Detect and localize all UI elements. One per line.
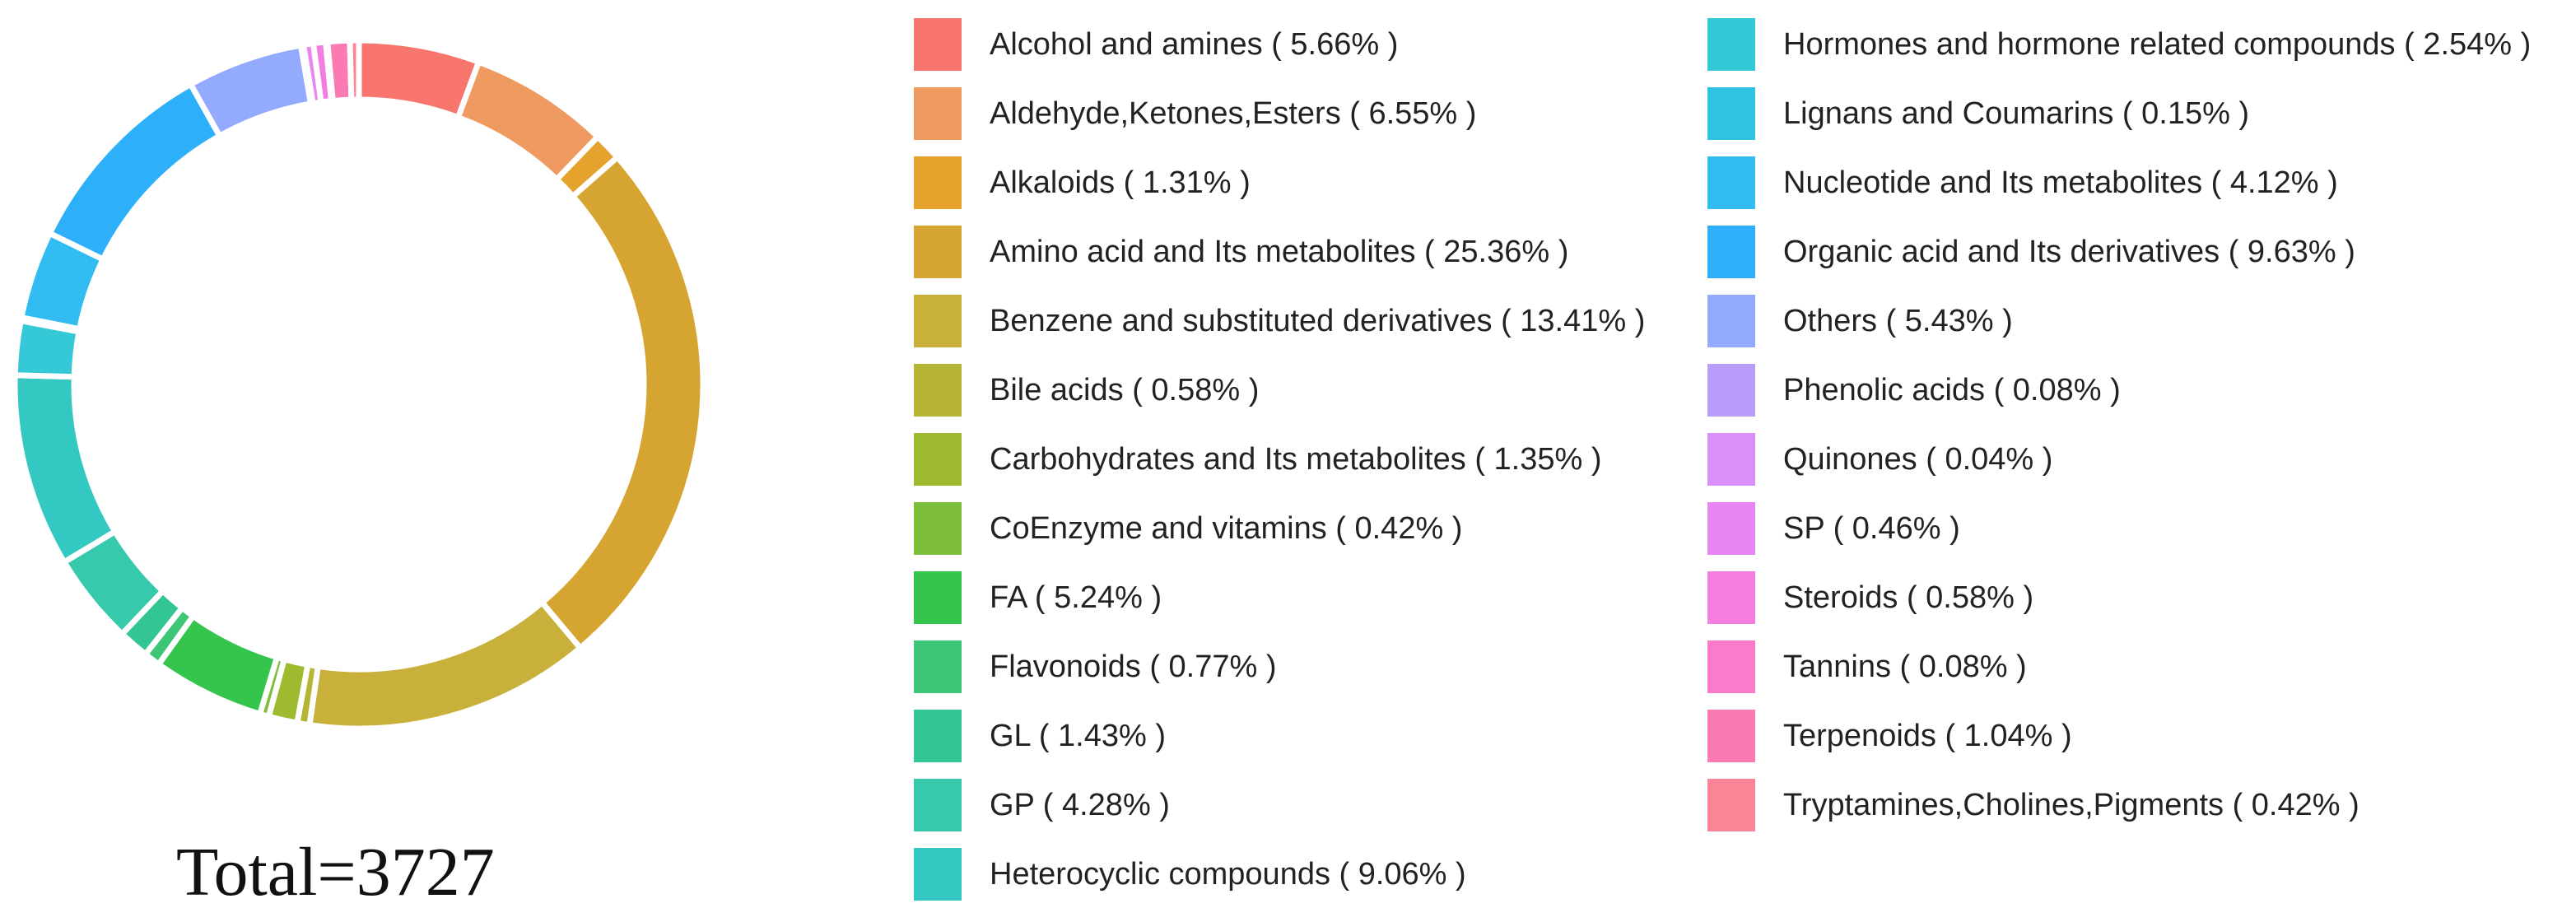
legend-item: Heterocyclic compounds ( 9.06% ) [914,848,1466,901]
legend-item: Quinones ( 0.04% ) [1707,433,2052,486]
legend-swatch [914,779,962,831]
legend-item: Others ( 5.43% ) [1707,295,2013,347]
legend-item: SP ( 0.46% ) [1707,502,1960,555]
legend-swatch [914,710,962,762]
legend-label: Nucleotide and Its metabolites ( 4.12% ) [1783,165,2338,200]
donut-chart [12,37,706,732]
legend-swatch [914,433,962,486]
legend-swatch [914,364,962,417]
total-label: Total=3727 [176,834,495,910]
legend-swatch [1707,779,1755,831]
legend-swatch [1707,226,1755,278]
legend-label: GL ( 1.43% ) [990,718,1167,753]
legend-item: Bile acids ( 0.58% ) [914,364,1259,417]
legend-swatch [1707,18,1755,71]
legend-label: Quinones ( 0.04% ) [1783,441,2053,477]
legend-item: Alkaloids ( 1.31% ) [914,156,1251,209]
legend-swatch [1707,571,1755,624]
legend-label: Phenolic acids ( 0.08% ) [1783,372,2121,407]
legend-item: Flavonoids ( 0.77% ) [914,640,1277,693]
legend-label: Benzene and substituted derivatives ( 13… [990,303,1646,338]
legend-label: GP ( 4.28% ) [990,787,1170,822]
legend-item: Hormones and hormone related compounds (… [1707,18,2531,71]
legend-label: Tryptamines,Cholines,Pigments ( 0.42% ) [1783,787,2359,822]
legend-swatch [914,295,962,347]
legend-item: FA ( 5.24% ) [914,571,1162,624]
legend-item: Steroids ( 0.58% ) [1707,571,2033,624]
legend-swatch [1707,295,1755,347]
legend-swatch [1707,502,1755,555]
legend-label: Hormones and hormone related compounds (… [1783,26,2532,62]
legend-label: Aldehyde,Ketones,Esters ( 6.55% ) [990,95,1477,131]
legend-item: Aldehyde,Ketones,Esters ( 6.55% ) [914,87,1476,140]
legend-item: Alcohol and amines ( 5.66% ) [914,18,1398,71]
legend-label: Alcohol and amines ( 5.66% ) [990,26,1399,62]
legend-swatch [1707,433,1755,486]
legend-item: Nucleotide and Its metabolites ( 4.12% ) [1707,156,2338,209]
legend-item: GP ( 4.28% ) [914,779,1170,831]
legend-label: Flavonoids ( 0.77% ) [990,649,1277,684]
legend-label: CoEnzyme and vitamins ( 0.42% ) [990,510,1463,546]
legend-swatch [1707,710,1755,762]
legend-swatch [1707,156,1755,209]
legend-label: Heterocyclic compounds ( 9.06% ) [990,856,1466,892]
legend-item: Amino acid and Its metabolites ( 25.36% … [914,226,1568,278]
legend-swatch [914,18,962,71]
donut-slice-25 [347,37,362,103]
legend-swatch [1707,87,1755,140]
legend-label: FA ( 5.24% ) [990,580,1162,615]
legend-swatch [914,848,962,901]
legend-swatch [914,502,962,555]
legend-item: Tryptamines,Cholines,Pigments ( 0.42% ) [1707,779,2359,831]
legend-swatch [914,640,962,693]
legend-item: Organic acid and Its derivatives ( 9.63%… [1707,226,2355,278]
legend-item: Benzene and substituted derivatives ( 13… [914,295,1645,347]
legend-swatch [1707,640,1755,693]
legend-label: SP ( 0.46% ) [1783,510,1960,546]
legend-swatch [914,571,962,624]
legend-label: Amino acid and Its metabolites ( 25.36% … [990,234,1569,269]
legend-item: Tannins ( 0.08% ) [1707,640,2027,693]
legend-label: Others ( 5.43% ) [1783,303,2013,338]
legend-label: Tannins ( 0.08% ) [1783,649,2027,684]
legend-label: Terpenoids ( 1.04% ) [1783,718,2072,753]
legend-swatch [914,87,962,140]
legend-label: Steroids ( 0.58% ) [1783,580,2034,615]
legend-swatch [1707,364,1755,417]
legend-item: GL ( 1.43% ) [914,710,1166,762]
legend-item: Phenolic acids ( 0.08% ) [1707,364,2121,417]
legend-label: Organic acid and Its derivatives ( 9.63%… [1783,234,2355,269]
legend-label: Lignans and Coumarins ( 0.15% ) [1783,95,2250,131]
legend-label: Alkaloids ( 1.31% ) [990,165,1251,200]
legend-swatch [914,156,962,209]
legend-item: Terpenoids ( 1.04% ) [1707,710,2072,762]
legend-item: Lignans and Coumarins ( 0.15% ) [1707,87,2249,140]
legend-item: Carbohydrates and Its metabolites ( 1.35… [914,433,1602,486]
legend-label: Carbohydrates and Its metabolites ( 1.35… [990,441,1602,477]
legend-swatch [914,226,962,278]
legend-item: CoEnzyme and vitamins ( 0.42% ) [914,502,1462,555]
legend-label: Bile acids ( 0.58% ) [990,372,1260,407]
